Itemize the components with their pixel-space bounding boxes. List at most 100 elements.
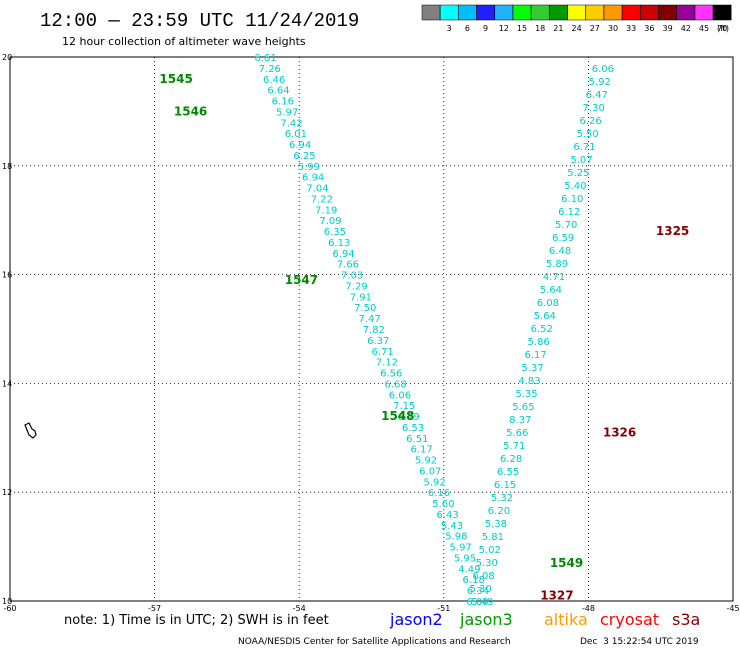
swh-value: 6.17: [410, 445, 432, 456]
swh-value: 5.02: [479, 545, 501, 556]
swh-value: 5.35: [515, 389, 537, 400]
swh-value: 7.29: [345, 281, 367, 292]
legend-swatch: [421, 4, 441, 21]
y-tick-label: 18: [2, 162, 12, 171]
legend-label: 36: [644, 24, 654, 33]
map-subtitle: 12 hour collection of altimeter wave hei…: [62, 35, 306, 48]
pass-number-label: 1546: [174, 104, 207, 118]
swh-value: 5.25: [567, 168, 589, 179]
legend-unit: (ft): [717, 24, 729, 33]
legend-label: 39: [663, 24, 673, 33]
swh-value: 7.03: [341, 271, 363, 282]
map-title: 12:00 — 23:59 UTC 11/24/2019: [40, 10, 359, 32]
swh-value: 5.98: [445, 532, 467, 543]
swh-value: 5.40: [564, 181, 586, 192]
swh-value: 7.09: [319, 216, 341, 227]
swh-value: 7.19: [315, 205, 337, 216]
swh-value: 5.30: [469, 584, 491, 595]
pass-number-label: 1548: [381, 409, 414, 423]
swh-value: 6.26: [580, 116, 602, 127]
legend-label: 18: [535, 24, 545, 33]
swh-value: 6.47: [586, 90, 608, 101]
satellite-name: cryosat: [600, 610, 659, 629]
swh-value: 6.94: [289, 140, 311, 151]
swh-value: 6.25: [293, 151, 315, 162]
legend-label: 15: [517, 24, 527, 33]
legend-label: 33: [626, 24, 636, 33]
swh-value: 6.12: [558, 207, 580, 218]
y-tick-label: 14: [2, 379, 12, 388]
swh-value: 6.64: [267, 86, 289, 97]
pass-number-label: 1327: [540, 589, 573, 603]
x-tick-label: -60: [3, 604, 16, 613]
legend-label: 45: [699, 24, 709, 33]
legend-label: 21: [553, 24, 563, 33]
pass-number-label: 1549: [550, 556, 583, 570]
y-tick-label: 12: [2, 488, 12, 497]
footer-credit: NOAA/NESDIS Center for Satellite Applica…: [238, 637, 511, 647]
swh-value: 6.17: [524, 350, 546, 361]
swh-value: 5.64: [534, 311, 556, 322]
swh-value: 6.28: [500, 454, 522, 465]
swh-value: 7.15: [393, 401, 415, 412]
swh-value: 6.20: [488, 506, 510, 517]
legend-label: 12: [499, 24, 509, 33]
pass-number-label: 1547: [285, 273, 318, 287]
color-legend: 3 6 9 12 15 18 21 24 27 30 33 36 39 42 45 70: [421, 4, 732, 33]
legend-swatch: [640, 4, 659, 21]
legend-label: 70: [717, 24, 727, 33]
swh-value: 5.32: [491, 493, 513, 504]
swh-value: 6.06: [389, 390, 411, 401]
legend-label: 6: [465, 24, 470, 33]
swh-value: 5.49: [471, 597, 493, 608]
swh-value: 5.95: [454, 553, 476, 564]
swh-value: 8.37: [509, 415, 531, 426]
swh-value: 5.97: [450, 543, 472, 554]
swh-value: 7.12: [376, 358, 398, 369]
swh-value: 5.30: [476, 558, 498, 569]
swh-value: 6.53: [402, 423, 424, 434]
swh-value: 5.92: [415, 456, 437, 467]
swh-value: 6.00: [466, 597, 488, 608]
swh-value: 7.30: [583, 103, 605, 114]
swh-value: 6.48: [549, 246, 571, 257]
legend-swatch: [494, 4, 514, 21]
swh-value: 6.94: [302, 173, 324, 184]
x-tick-label: -45: [726, 604, 739, 613]
legend-label: 27: [590, 24, 600, 33]
axis-ticks: -60 -57 -54 -51 -48 -45 10 12 14 16 18 20: [2, 53, 740, 613]
swh-value: 6.59: [552, 233, 574, 244]
map-frame: [9, 56, 734, 602]
pass-labels: 1545 1546 1547 1548 1549 1325 1326 1327: [159, 72, 689, 603]
x-tick-label: -57: [148, 604, 161, 613]
satellite-name: s3a: [672, 610, 700, 629]
y-tick-label: 10: [2, 597, 12, 606]
swh-value: 7.91: [350, 292, 372, 303]
swh-value: 5.92: [589, 77, 611, 88]
swh-value: 5.89: [546, 259, 568, 270]
legend-swatch: [658, 4, 677, 21]
pass-number-label: 1325: [656, 224, 689, 238]
swh-value: 7.82: [363, 325, 385, 336]
swh-value: 6.46: [263, 75, 285, 86]
swh-value: 6.10: [561, 194, 583, 205]
satellite-legend: jason2 jason3 altika cryosat s3a: [389, 610, 700, 629]
swh-value: 5.07: [570, 155, 592, 166]
swh-value: 4.71: [543, 272, 565, 283]
swh-value: 6.07: [419, 466, 441, 477]
legend-swatch: [694, 4, 714, 21]
legend-swatch: [512, 4, 532, 21]
x-tick-label: -51: [437, 604, 450, 613]
legend-swatch: [549, 4, 568, 21]
pass-number-label: 1326: [603, 425, 636, 439]
x-tick-label: -48: [582, 604, 595, 613]
y-tick-label: 16: [2, 271, 12, 280]
swh-value: 7.50: [354, 303, 376, 314]
swh-value: 6.08: [473, 571, 495, 582]
y-tick-label: 20: [2, 53, 12, 62]
swh-value: 6.08: [537, 298, 559, 309]
swh-value: 6.43: [437, 510, 459, 521]
swh-value: 5.37: [521, 363, 543, 374]
swh-value: 5.70: [555, 220, 577, 231]
